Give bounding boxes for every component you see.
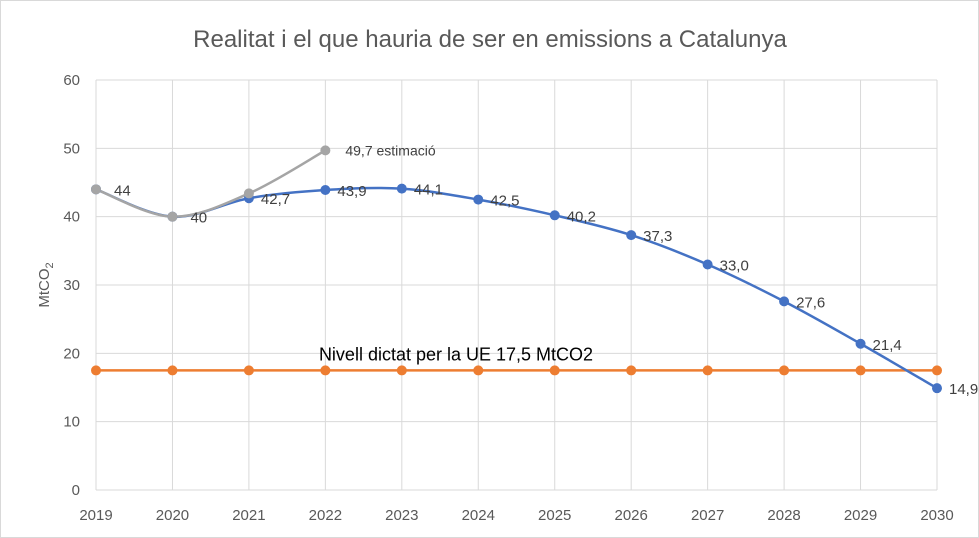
data-point <box>243 365 254 376</box>
data-point <box>626 365 637 376</box>
x-tick-label: 2019 <box>79 507 112 524</box>
data-point <box>779 296 790 307</box>
data-point <box>702 365 713 376</box>
x-tick-label: 2024 <box>462 507 495 524</box>
data-point <box>167 365 178 376</box>
data-label: 27,6 <box>796 294 825 311</box>
data-point <box>91 365 101 376</box>
data-point <box>855 338 866 349</box>
data-label: 37,3 <box>643 228 672 245</box>
x-tick-label: 2030 <box>920 507 953 524</box>
x-tick-label: 2027 <box>691 507 724 524</box>
y-tick-label: 10 <box>63 414 80 431</box>
data-label: 42,7 <box>261 191 290 208</box>
series-lines <box>94 149 939 390</box>
actual-emissions-line <box>94 149 327 218</box>
data-label: 33,0 <box>720 258 749 275</box>
x-tick-label: 2023 <box>385 507 418 524</box>
gridlines <box>95 79 938 491</box>
y-tick-label: 60 <box>63 72 80 89</box>
data-point <box>473 194 484 205</box>
data-point <box>320 145 331 156</box>
y-tick-label: 50 <box>63 140 80 157</box>
data-point <box>702 259 713 270</box>
series-markers <box>91 145 942 394</box>
data-labels: 42,7 43,9 44,1 42,5 40,2 37,3 33,0 27,6 21,4 14,9… <box>114 142 978 398</box>
x-tick-label: 2025 <box>538 507 571 524</box>
data-point <box>549 365 560 376</box>
data-point <box>626 230 637 241</box>
data-point <box>167 211 178 222</box>
data-label: 40,2 <box>567 208 596 225</box>
data-point <box>320 185 331 196</box>
data-point <box>396 365 407 376</box>
x-tick-label: 2022 <box>309 507 342 524</box>
x-tick-label: 2029 <box>844 507 877 524</box>
data-point <box>855 365 866 376</box>
data-point <box>932 365 942 376</box>
reference-line-annotation: Nivell dictat per la UE 17,5 MtCO2 <box>319 344 593 364</box>
y-tick-label: 0 <box>72 482 80 499</box>
target-trajectory-line <box>94 186 939 390</box>
y-tick-label: 40 <box>63 209 80 226</box>
data-label: 43,9 <box>337 183 366 200</box>
y-tick-label: 30 <box>63 277 80 294</box>
data-label: 21,4 <box>873 337 902 354</box>
data-label: 40 <box>190 210 207 227</box>
data-point <box>549 210 560 221</box>
data-label: 44,1 <box>414 182 443 199</box>
data-point <box>779 365 790 376</box>
x-tick-label: 2026 <box>614 507 647 524</box>
y-axis-label-main: MtCO <box>36 268 53 307</box>
data-point <box>932 383 942 394</box>
data-point <box>473 365 484 376</box>
data-point <box>243 188 254 199</box>
data-label: 44 <box>114 182 131 199</box>
y-axis-label: MtCO2 <box>36 262 56 307</box>
y-axis-label-subscript: 2 <box>44 262 56 268</box>
y-tick-label: 20 <box>63 345 80 362</box>
chart-title: Realitat i el que hauria de ser en emiss… <box>193 26 787 53</box>
x-tick-label: 2021 <box>232 507 265 524</box>
data-label: 49,7 estimació <box>345 142 435 158</box>
data-point <box>320 365 331 376</box>
data-point <box>396 183 407 194</box>
x-tick-label: 2020 <box>156 507 189 524</box>
x-tick-label: 2028 <box>767 507 800 524</box>
data-label: 42,5 <box>490 193 519 210</box>
data-point <box>91 184 101 195</box>
data-label: 14,9 <box>949 381 978 398</box>
